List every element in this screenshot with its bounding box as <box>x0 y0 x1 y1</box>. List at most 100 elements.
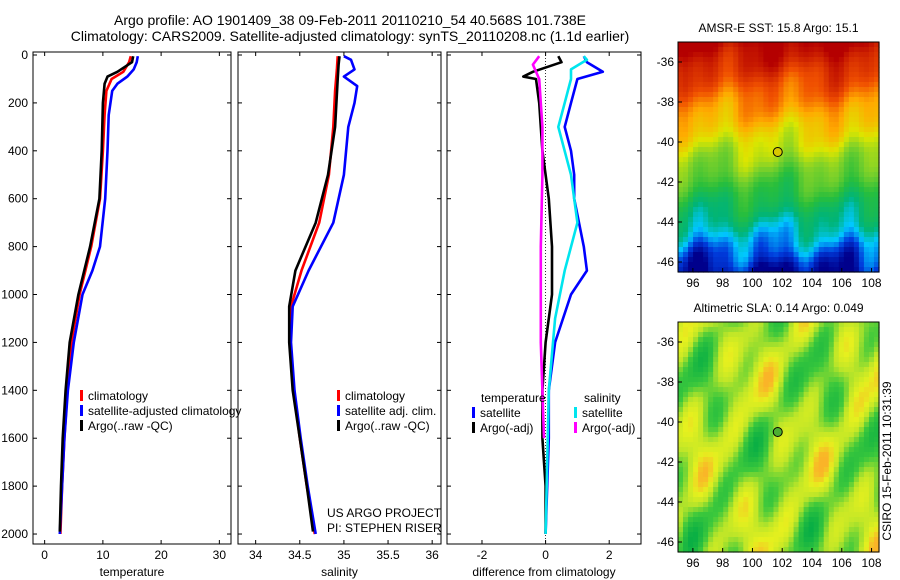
map-cell <box>863 127 870 133</box>
map-cell <box>698 172 704 178</box>
map-cell <box>683 357 689 363</box>
map-cell <box>798 492 805 498</box>
map-cell <box>728 322 734 328</box>
map-cell <box>803 72 810 78</box>
map-cell <box>683 137 689 143</box>
map-cell <box>708 497 714 503</box>
map-cell <box>818 102 825 108</box>
map-cell <box>858 207 865 213</box>
map-cell <box>873 127 880 133</box>
map-cell <box>758 102 765 108</box>
map-cell <box>873 107 880 113</box>
map-cell <box>793 432 800 438</box>
map-cell <box>783 57 790 63</box>
map-cell <box>813 322 820 328</box>
map-cell <box>823 417 830 423</box>
map-cell <box>838 542 845 548</box>
map-cell <box>833 322 840 328</box>
map-cell <box>863 497 870 503</box>
map-cell <box>858 52 865 58</box>
map-cell <box>763 227 770 233</box>
map-cell <box>868 457 875 463</box>
map-cell <box>803 352 810 358</box>
map-cell <box>823 127 830 133</box>
map-cell <box>818 62 825 68</box>
map-cell <box>708 107 714 113</box>
map-cell <box>833 517 840 523</box>
map-cell <box>763 247 770 253</box>
map-cell <box>798 92 805 98</box>
map-cell <box>848 137 855 143</box>
map-cell <box>803 417 810 423</box>
map-cell <box>713 472 719 478</box>
map-cell <box>808 447 815 453</box>
map-cell <box>873 67 880 73</box>
map-cell <box>723 137 729 143</box>
map-cell <box>683 377 689 383</box>
map-cell <box>863 392 870 398</box>
map-cell <box>813 537 820 543</box>
map-cell <box>778 517 785 523</box>
map-cell <box>793 457 800 463</box>
map-cell <box>753 67 760 73</box>
map-cell <box>728 372 734 378</box>
map-cell <box>698 157 704 163</box>
map-cell <box>748 532 754 538</box>
map-cell <box>708 72 714 78</box>
map-cell <box>678 267 684 273</box>
map-cell <box>853 117 860 123</box>
map-cell <box>798 392 805 398</box>
map-cell <box>678 222 684 228</box>
map-cell <box>838 457 845 463</box>
map-cell <box>733 387 739 393</box>
map-cell <box>798 457 805 463</box>
map-cell <box>853 502 860 508</box>
map-cell <box>818 252 825 258</box>
map-cell <box>848 342 855 348</box>
map-cell <box>708 367 714 373</box>
map-cell <box>763 187 770 193</box>
map-cell <box>683 237 689 243</box>
map-cell <box>753 537 760 543</box>
map-cell <box>863 402 870 408</box>
map-cell <box>753 162 760 168</box>
map-cell <box>788 502 795 508</box>
map-cell <box>863 257 870 263</box>
map-cell <box>723 207 729 213</box>
map-cell <box>683 367 689 373</box>
map-cell <box>843 177 850 183</box>
map-cell <box>678 347 684 353</box>
map-cell <box>718 237 724 243</box>
map-cell <box>783 412 790 418</box>
map-cell <box>698 517 704 523</box>
map-cell <box>823 532 830 538</box>
map-cell <box>723 372 729 378</box>
map-cell <box>733 57 739 63</box>
map-cell <box>823 442 830 448</box>
map-cell <box>873 382 880 388</box>
map-cell <box>678 382 684 388</box>
map-cell <box>798 497 805 503</box>
map-cell <box>853 82 860 88</box>
map-cell <box>733 122 739 128</box>
map-cell <box>808 472 815 478</box>
map-cell <box>728 222 734 228</box>
map-cell <box>698 542 704 548</box>
map-cell <box>873 497 880 503</box>
map-cell <box>798 237 805 243</box>
map-cell <box>788 407 795 413</box>
map-cell <box>753 157 760 163</box>
map-cell <box>868 102 875 108</box>
map-cell <box>753 432 760 438</box>
map-cell <box>808 267 815 273</box>
map-cell <box>748 487 754 493</box>
map-cell <box>858 397 865 403</box>
map-cell <box>813 162 820 168</box>
map-cell <box>733 442 739 448</box>
map-cell <box>873 237 880 243</box>
map-cell <box>723 527 729 533</box>
map-cell <box>723 47 729 53</box>
map-cell <box>683 107 689 113</box>
map-cell <box>788 532 795 538</box>
map-cell <box>773 107 780 113</box>
